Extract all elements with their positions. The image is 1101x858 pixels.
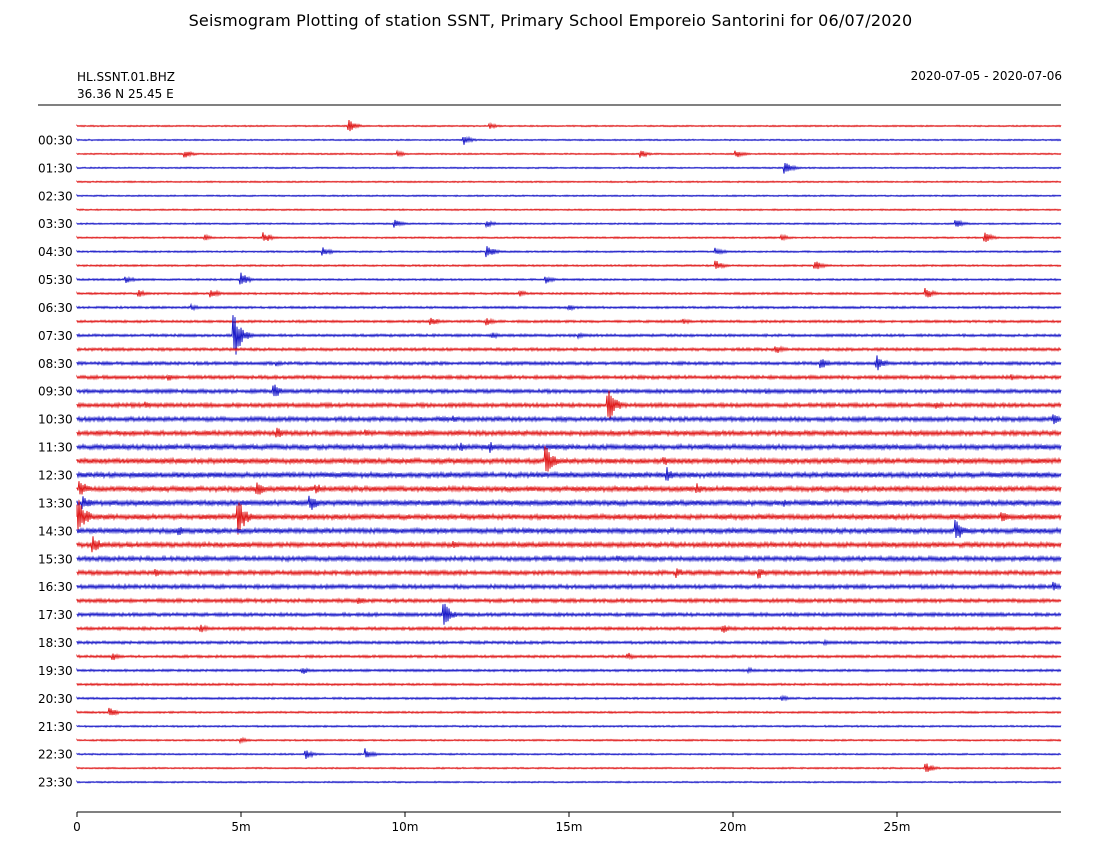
y-tick-label: 10:30 xyxy=(38,413,73,427)
trace-22 xyxy=(76,427,1062,438)
trace-19 xyxy=(76,384,1062,397)
trace-27 xyxy=(76,495,1062,510)
trace-13 xyxy=(76,302,1062,312)
trace-7 xyxy=(76,219,1062,229)
trace-23 xyxy=(76,442,1062,453)
trace-16 xyxy=(76,345,1062,353)
station-id: HL.SSNT.01.BHZ xyxy=(77,70,176,84)
trace-10 xyxy=(76,260,1062,270)
x-tick-label: 25m xyxy=(884,820,911,834)
trace-17 xyxy=(76,355,1062,371)
trace-4 xyxy=(76,180,1062,184)
trace-6 xyxy=(76,207,1062,212)
y-tick-label: 08:30 xyxy=(38,357,73,371)
trace-5 xyxy=(76,193,1062,198)
trace-28 xyxy=(76,500,1062,535)
trace-15 xyxy=(76,315,1062,355)
trace-24 xyxy=(76,446,1062,472)
x-tick-label: 15m xyxy=(556,820,583,834)
y-tick-label: 11:30 xyxy=(38,441,73,455)
trace-3 xyxy=(76,162,1062,174)
trace-35 xyxy=(76,603,1062,625)
date-range: 2020-07-05 - 2020-07-06 xyxy=(910,69,1062,83)
y-tick-label: 14:30 xyxy=(38,524,73,538)
y-tick-label: 20:30 xyxy=(38,692,73,706)
trace-9 xyxy=(76,246,1062,258)
y-tick-label: 06:30 xyxy=(38,301,73,315)
trace-8 xyxy=(76,232,1062,243)
x-tick-label: 10m xyxy=(392,820,419,834)
trace-32 xyxy=(76,568,1062,579)
trace-30 xyxy=(76,536,1062,553)
y-tick-label: 12:30 xyxy=(38,469,73,483)
x-tick-label: 0 xyxy=(73,820,81,834)
y-tick-label: 22:30 xyxy=(38,748,73,762)
trace-38 xyxy=(76,652,1062,661)
y-tick-label: 18:30 xyxy=(38,636,73,650)
y-tick-label: 03:30 xyxy=(38,217,73,231)
trace-1 xyxy=(76,135,1062,145)
trace-36 xyxy=(76,624,1062,633)
y-tick-label: 04:30 xyxy=(38,245,73,259)
y-tick-label: 07:30 xyxy=(38,329,73,343)
y-tick-label: 09:30 xyxy=(38,385,73,399)
trace-42 xyxy=(76,707,1062,717)
trace-41 xyxy=(76,694,1062,702)
y-tick-label: 02:30 xyxy=(38,189,73,203)
y-tick-label: 05:30 xyxy=(38,273,73,287)
station-info: HL.SSNT.01.BHZ 36.36 N 25.45 E xyxy=(77,69,175,103)
trace-14 xyxy=(76,317,1062,326)
trace-47 xyxy=(76,780,1062,784)
trace-20 xyxy=(76,390,1062,419)
station-coordinates: 36.36 N 25.45 E xyxy=(77,87,174,101)
y-tick-label: 01:30 xyxy=(38,161,73,175)
y-tick-label-group: 00:30 01:30 02:30 03:30 04:30 05:30 06:30 07:30… xyxy=(38,134,73,790)
trace-46 xyxy=(76,763,1062,772)
y-tick-label: 19:30 xyxy=(38,664,73,678)
trace-0 xyxy=(76,120,1062,132)
trace-25 xyxy=(76,467,1062,481)
y-tick-label: 16:30 xyxy=(38,580,73,594)
trace-11 xyxy=(76,272,1062,285)
chart-title: Seismogram Plotting of station SSNT, Pri… xyxy=(188,11,913,30)
trace-group xyxy=(76,120,1062,784)
y-tick-label: 21:30 xyxy=(38,720,73,734)
trace-40 xyxy=(76,682,1062,687)
x-axis: 0 5m 10m 15m 20m 25m xyxy=(73,811,1061,834)
y-tick-label: 17:30 xyxy=(38,608,73,622)
trace-43 xyxy=(76,724,1062,729)
x-tick-label: 5m xyxy=(231,820,250,834)
trace-39 xyxy=(76,666,1062,675)
trace-26 xyxy=(76,481,1062,495)
trace-21 xyxy=(76,414,1062,425)
y-tick-label: 00:30 xyxy=(38,134,73,148)
trace-44 xyxy=(76,736,1062,745)
trace-34 xyxy=(76,597,1062,605)
trace-12 xyxy=(76,287,1062,298)
trace-37 xyxy=(76,638,1062,647)
trace-33 xyxy=(76,581,1062,591)
trace-2 xyxy=(76,149,1062,158)
trace-29 xyxy=(76,519,1062,539)
y-tick-label: 13:30 xyxy=(38,496,73,510)
trace-45 xyxy=(76,748,1062,760)
trace-18 xyxy=(76,373,1062,381)
y-tick-label: 15:30 xyxy=(38,552,73,566)
x-tick-label: 20m xyxy=(720,820,747,834)
y-tick-label: 23:30 xyxy=(38,776,73,790)
trace-31 xyxy=(76,554,1062,563)
